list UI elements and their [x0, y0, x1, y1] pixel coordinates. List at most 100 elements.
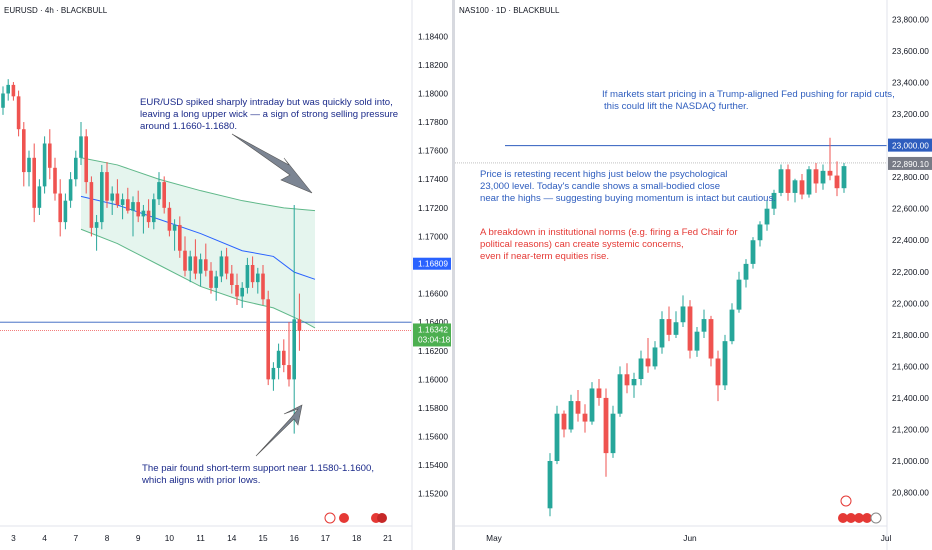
candle-body: [27, 157, 31, 173]
candle-body: [126, 199, 130, 211]
candle-body: [115, 193, 120, 205]
countdown-text: 03:04:18: [418, 334, 451, 344]
time-tick-label: Jun: [683, 533, 697, 543]
eurusd-chart-svg[interactable]: 1.18400 1.18200 1.18000 1.17800 1.17600 1.174…: [0, 0, 452, 550]
candle-body: [188, 256, 192, 271]
time-tick-label: 17: [321, 533, 331, 543]
nas100-mid-annotation-line: Price is retesting recent highs just bel…: [480, 169, 728, 180]
price-tag-green-text: 1.16342: [418, 324, 448, 334]
panel-divider[interactable]: [452, 0, 455, 550]
price-tick-label: 21,600.00: [892, 361, 929, 371]
time-tick-label: 10: [165, 533, 175, 543]
nas100-top-annotation-line: this could lift the NASDAQ further.: [604, 101, 749, 112]
candle-body: [778, 169, 784, 193]
time-tick-label: 18: [352, 533, 362, 543]
arrow-down-icon: [231, 133, 313, 194]
candle-body: [645, 358, 651, 367]
price-tick-label: 22,400.00: [892, 235, 929, 245]
candle-body: [245, 265, 250, 288]
candle-body: [224, 256, 229, 274]
price-tick-label: 1.15600: [418, 432, 448, 442]
time-tick-label: 11: [196, 533, 205, 543]
candle-body: [701, 319, 707, 332]
event-bolt-icon: [324, 512, 336, 524]
price-tick-label: 21,200.00: [892, 424, 929, 434]
candle-body: [638, 358, 644, 379]
candle-body: [547, 461, 553, 509]
candle-body: [666, 319, 672, 335]
candle-body: [84, 136, 88, 183]
price-tick-label: 22,200.00: [892, 267, 929, 277]
candle-body: [250, 265, 255, 283]
candle-body: [687, 306, 693, 351]
candle-body: [16, 96, 21, 130]
candle-body: [575, 401, 581, 414]
candle-body: [157, 182, 161, 200]
price-tag-blue: [413, 257, 451, 270]
nas100-symbol-label: NAS100 · 1D · BLACKBULL: [459, 6, 560, 15]
candle-body: [827, 170, 833, 176]
candle-body: [178, 224, 182, 251]
candle-body: [694, 331, 700, 351]
candle-body: [204, 259, 208, 271]
us-flag-icon: [862, 513, 872, 523]
time-tick-label: 21: [383, 533, 393, 543]
nas100-chart-svg[interactable]: 23,800.00 23,600.00 23,400.00 23,200.00 23,0…: [455, 0, 932, 550]
price-tick-label: 1.15800: [418, 403, 448, 413]
candle-body: [120, 199, 125, 205]
nas100-mid-annotation-line: near the highs — suggesting buying momen…: [480, 193, 776, 204]
price-tag-blue-text: 23,000.00: [892, 141, 929, 151]
candle-body: [261, 273, 265, 300]
price-tick-label: 1.18400: [418, 31, 448, 41]
price-tick-label: 1.15400: [418, 460, 448, 470]
price-tick-label: 1.18200: [418, 60, 448, 70]
candle-body: [68, 179, 73, 201]
candle-body: [209, 270, 213, 288]
candle-body: [240, 287, 244, 297]
price-tag-green: [413, 323, 451, 347]
price-tick-label: 1.17200: [418, 203, 448, 213]
candle-body: [48, 143, 52, 168]
candle-body: [146, 210, 151, 223]
price-tick-label: 1.17600: [418, 146, 448, 156]
price-tag-blue: [888, 138, 932, 152]
us-flag-icon: [377, 513, 387, 523]
candle-body: [554, 413, 560, 461]
price-tick-label: 1.17000: [418, 231, 448, 241]
candle-body: [214, 276, 218, 288]
candle-body: [624, 374, 630, 386]
nas100-red-annotation-line: even if near-term equities rise.: [480, 251, 610, 262]
nas100-top-annotation: If markets start pricing in a Trump-alig…: [602, 89, 895, 113]
candle-body: [715, 358, 721, 386]
price-tick-label: 1.17400: [418, 174, 448, 184]
time-tick-label: May: [486, 533, 503, 543]
nas100-red-annotation-line: A breakdown in institutional norms (e.g.…: [480, 227, 738, 238]
candle-body: [219, 256, 224, 277]
candle-body: [589, 388, 595, 422]
candle-body: [58, 193, 62, 223]
price-tick-label: 1.16600: [418, 289, 448, 299]
nas100-chart-panel[interactable]: 23,800.00 23,600.00 23,400.00 23,200.00 23,0…: [455, 0, 932, 550]
eurusd-top-annotation-line: leaving a long upper wick — a sign of st…: [140, 109, 399, 120]
price-tick-label: 21,800.00: [892, 330, 929, 340]
price-tick-label: 1.18000: [418, 88, 448, 98]
candle-body: [131, 202, 135, 211]
candle-body: [74, 157, 78, 180]
candle-body: [652, 347, 658, 367]
eurusd-chart-panel[interactable]: 1.18400 1.18200 1.18000 1.17800 1.17600 1.174…: [0, 0, 452, 550]
nas100-red-annotation: A breakdown in institutional norms (e.g.…: [480, 227, 738, 263]
candle-body: [141, 210, 146, 217]
eurusd-top-annotation: EUR/USD spiked sharply intraday but was …: [140, 97, 398, 133]
event-icon: [870, 512, 882, 524]
price-tick-label: 23,200.00: [892, 109, 929, 119]
time-tick-label: 9: [136, 533, 141, 543]
time-tick-label: Jul: [881, 533, 892, 543]
price-tick-label: 23,600.00: [892, 46, 929, 56]
band-middle-line: [80, 195, 316, 280]
candle-body: [1, 93, 5, 108]
candle-body: [743, 263, 749, 280]
candle-body: [736, 279, 742, 310]
candle-body: [659, 319, 665, 348]
candle-body: [63, 200, 68, 223]
time-tick-label: 14: [227, 533, 237, 543]
